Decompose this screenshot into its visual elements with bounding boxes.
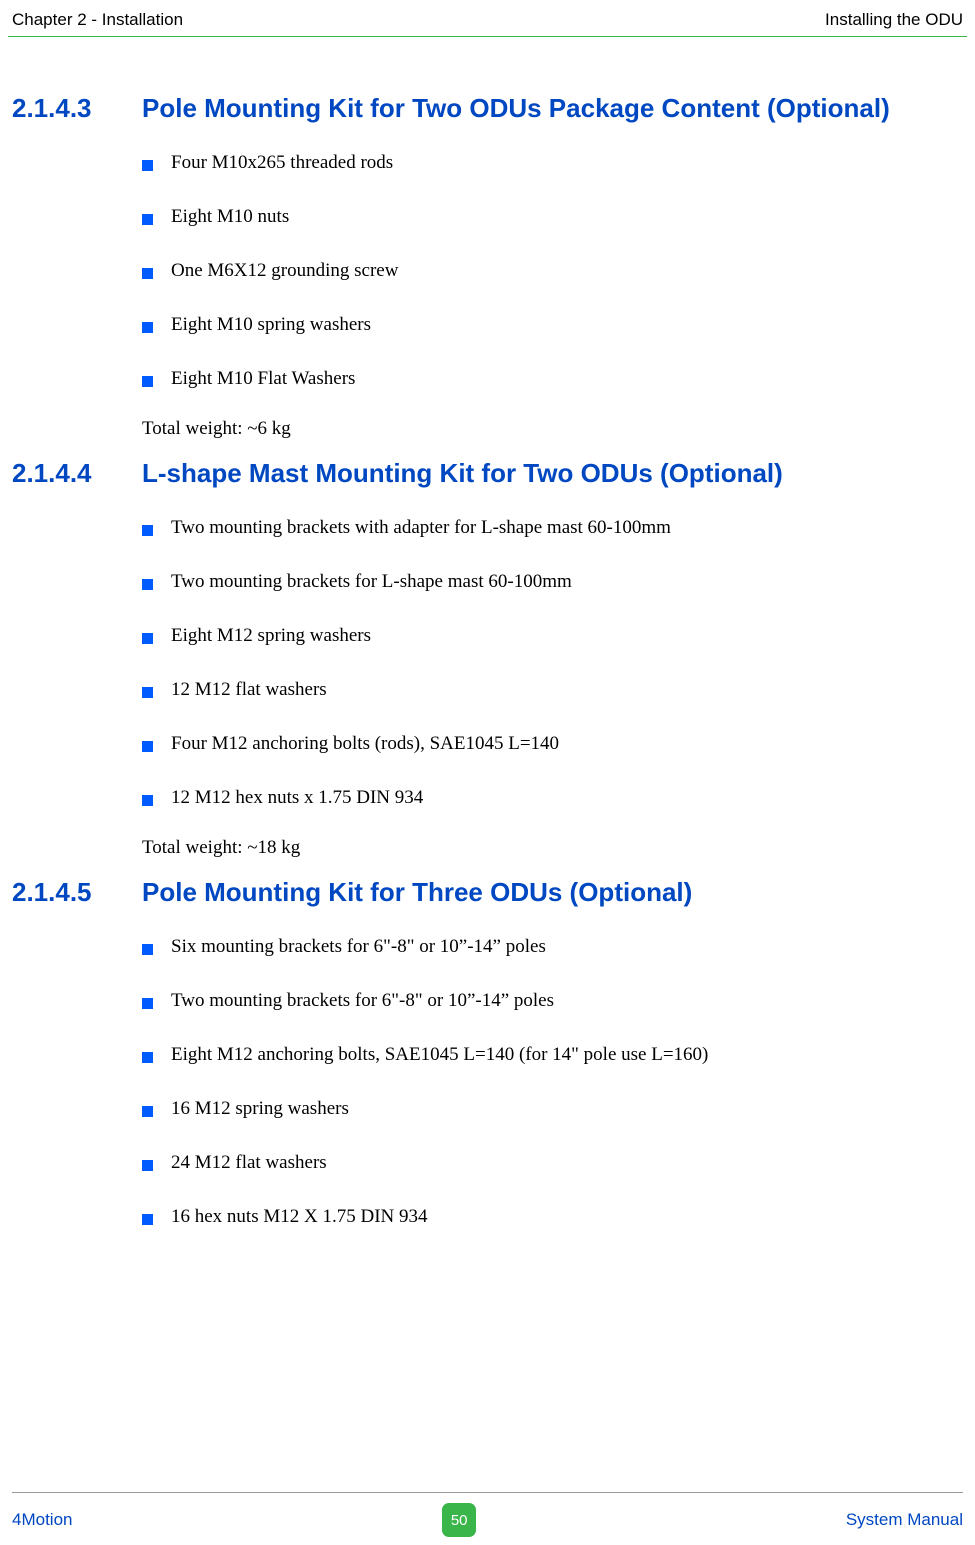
- section-title: Pole Mounting Kit for Three ODUs (Option…: [142, 877, 692, 908]
- list-item: One M6X12 grounding screw: [142, 260, 963, 282]
- page-header: Chapter 2 - Installation Installing the …: [0, 0, 975, 36]
- list-item: Eight M12 spring washers: [142, 625, 963, 647]
- section-heading: 2.1.4.3 Pole Mounting Kit for Two ODUs P…: [12, 93, 963, 124]
- section-body: Six mounting brackets for 6"-8" or 10”-1…: [12, 936, 963, 1228]
- bullet-icon: [142, 376, 153, 387]
- header-left: Chapter 2 - Installation: [12, 10, 183, 30]
- list-item-text: Four M12 anchoring bolts (rods), SAE1045…: [171, 733, 559, 755]
- list-item-text: Two mounting brackets for L-shape mast 6…: [171, 571, 572, 593]
- list-item-text: Four M10x265 threaded rods: [171, 152, 393, 174]
- list-item-text: 12 M12 flat washers: [171, 679, 327, 701]
- section-title: Pole Mounting Kit for Two ODUs Package C…: [142, 93, 890, 124]
- footer-left: 4Motion: [12, 1510, 72, 1530]
- bullet-icon: [142, 944, 153, 955]
- list-item: 12 M12 hex nuts x 1.75 DIN 934: [142, 787, 963, 809]
- section-number: 2.1.4.5: [12, 877, 142, 908]
- section-heading: 2.1.4.5 Pole Mounting Kit for Three ODUs…: [12, 877, 963, 908]
- list-item-text: 16 M12 spring washers: [171, 1098, 349, 1120]
- total-weight: Total weight: ~6 kg: [142, 418, 963, 440]
- list-item: Four M10x265 threaded rods: [142, 152, 963, 174]
- list-item: Six mounting brackets for 6"-8" or 10”-1…: [142, 936, 963, 958]
- list-item-text: Eight M10 Flat Washers: [171, 368, 355, 390]
- list-item-text: Eight M10 nuts: [171, 206, 289, 228]
- page-number-badge: 50: [442, 1503, 476, 1537]
- list-item: Two mounting brackets for 6"-8" or 10”-1…: [142, 990, 963, 1012]
- list-item: Eight M12 anchoring bolts, SAE1045 L=140…: [142, 1044, 963, 1066]
- bullet-icon: [142, 1214, 153, 1225]
- page-footer: 4Motion 50 System Manual: [0, 1492, 975, 1537]
- list-item: 12 M12 flat washers: [142, 679, 963, 701]
- list-item-text: Eight M10 spring washers: [171, 314, 371, 336]
- page-number: 50: [451, 1512, 468, 1529]
- bullet-icon: [142, 998, 153, 1009]
- header-right: Installing the ODU: [825, 10, 963, 30]
- bullet-icon: [142, 741, 153, 752]
- bullet-icon: [142, 1160, 153, 1171]
- list-item-text: 16 hex nuts M12 X 1.75 DIN 934: [171, 1206, 428, 1228]
- bullet-icon: [142, 1106, 153, 1117]
- bullet-icon: [142, 268, 153, 279]
- footer-row: 4Motion 50 System Manual: [12, 1503, 963, 1537]
- bullet-icon: [142, 795, 153, 806]
- list-item-text: 24 M12 flat washers: [171, 1152, 327, 1174]
- section-heading: 2.1.4.4 L-shape Mast Mounting Kit for Tw…: [12, 458, 963, 489]
- list-item-text: Six mounting brackets for 6"-8" or 10”-1…: [171, 936, 546, 958]
- list-item: Four M12 anchoring bolts (rods), SAE1045…: [142, 733, 963, 755]
- section-title: L-shape Mast Mounting Kit for Two ODUs (…: [142, 458, 783, 489]
- list-item-text: 12 M12 hex nuts x 1.75 DIN 934: [171, 787, 423, 809]
- content-area: 2.1.4.3 Pole Mounting Kit for Two ODUs P…: [0, 37, 975, 1228]
- list-item-text: Two mounting brackets with adapter for L…: [171, 517, 671, 539]
- section-body: Two mounting brackets with adapter for L…: [12, 517, 963, 859]
- total-weight: Total weight: ~18 kg: [142, 837, 963, 859]
- list-item: Two mounting brackets with adapter for L…: [142, 517, 963, 539]
- section-body: Four M10x265 threaded rods Eight M10 nut…: [12, 152, 963, 440]
- list-item: Two mounting brackets for L-shape mast 6…: [142, 571, 963, 593]
- bullet-icon: [142, 1052, 153, 1063]
- bullet-icon: [142, 525, 153, 536]
- bullet-icon: [142, 579, 153, 590]
- section-number: 2.1.4.4: [12, 458, 142, 489]
- list-item-text: Eight M12 anchoring bolts, SAE1045 L=140…: [171, 1044, 708, 1066]
- bullet-icon: [142, 214, 153, 225]
- list-item-text: One M6X12 grounding screw: [171, 260, 398, 282]
- bullet-icon: [142, 160, 153, 171]
- section-number: 2.1.4.3: [12, 93, 142, 124]
- footer-rule: [12, 1492, 963, 1493]
- list-item: 16 M12 spring washers: [142, 1098, 963, 1120]
- list-item: Eight M10 Flat Washers: [142, 368, 963, 390]
- list-item: 16 hex nuts M12 X 1.75 DIN 934: [142, 1206, 963, 1228]
- bullet-icon: [142, 633, 153, 644]
- list-item: Eight M10 nuts: [142, 206, 963, 228]
- list-item: 24 M12 flat washers: [142, 1152, 963, 1174]
- list-item-text: Eight M12 spring washers: [171, 625, 371, 647]
- footer-right: System Manual: [846, 1510, 963, 1530]
- bullet-icon: [142, 687, 153, 698]
- bullet-icon: [142, 322, 153, 333]
- list-item-text: Two mounting brackets for 6"-8" or 10”-1…: [171, 990, 554, 1012]
- list-item: Eight M10 spring washers: [142, 314, 963, 336]
